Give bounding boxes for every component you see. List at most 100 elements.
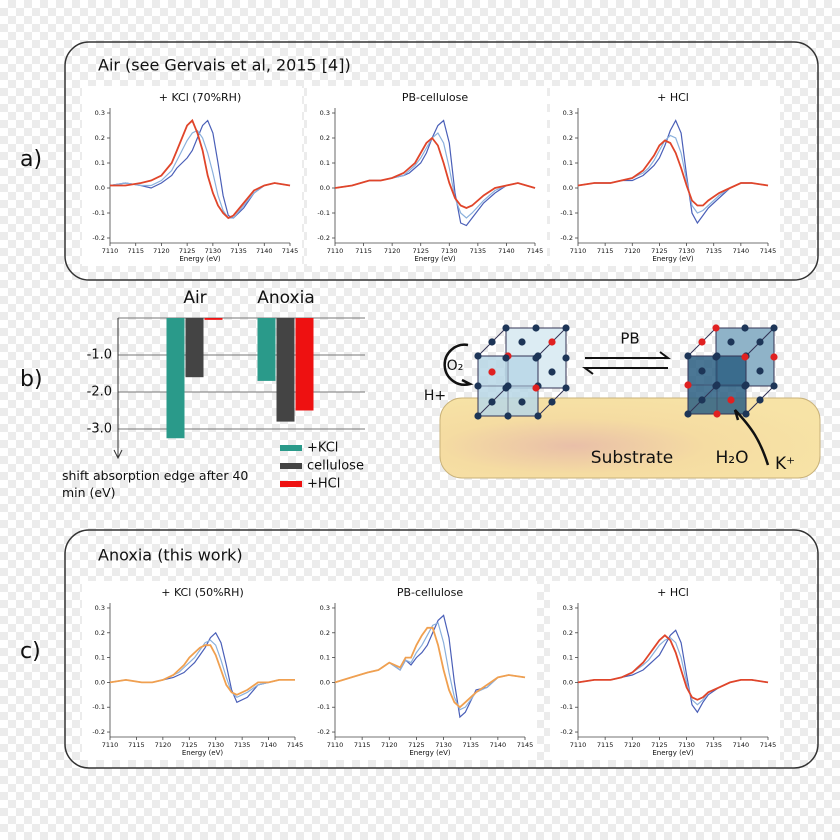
y-tick-label: -0.1 xyxy=(317,209,330,217)
spectrum-line xyxy=(109,644,295,696)
x-tick-label: 7140 xyxy=(256,247,273,255)
atom xyxy=(532,324,540,332)
y-tick-label: -0.1 xyxy=(92,703,105,711)
atom xyxy=(562,354,570,362)
y-tick-label: -0.2 xyxy=(92,234,105,242)
x-tick-label: 7125 xyxy=(412,247,429,255)
y-tick-label: 0.0 xyxy=(320,184,330,192)
atom xyxy=(532,354,540,362)
y-tick-label: -0.1 xyxy=(560,703,573,711)
y-axis-label: shift absorption edge after 40 min (eV) xyxy=(62,468,249,500)
x-tick-label: 7110 xyxy=(327,741,344,749)
legend-swatch xyxy=(280,445,302,451)
spectrum-line xyxy=(577,139,769,207)
spectrum-line xyxy=(109,119,291,219)
y-tick-label: 0.3 xyxy=(563,109,573,117)
atom xyxy=(548,368,556,376)
y-tick-label: 0.2 xyxy=(320,629,330,637)
x-tick-label: 7135 xyxy=(230,247,247,255)
y-tick-label: -0.1 xyxy=(92,209,105,217)
atom xyxy=(488,368,496,376)
h2o-label: H₂O xyxy=(716,448,749,468)
bar xyxy=(257,318,276,381)
y-tick-label: 0.3 xyxy=(95,604,105,612)
y-tick-label: 0.2 xyxy=(563,134,573,142)
atom xyxy=(770,324,778,332)
k-label: K⁺ xyxy=(775,454,795,474)
spectrum-line xyxy=(110,118,291,220)
plot-background xyxy=(550,581,780,760)
atom xyxy=(684,381,692,389)
y-tick-label: 0.1 xyxy=(563,654,573,662)
atom xyxy=(698,396,706,404)
bar xyxy=(276,318,295,422)
atom xyxy=(488,398,496,406)
atom xyxy=(684,352,692,360)
uptake-arrow xyxy=(733,409,770,466)
y-tick-label: 0.0 xyxy=(95,678,105,686)
x-tick-label: 7115 xyxy=(597,247,614,255)
atom xyxy=(534,412,542,420)
y-tick-label: -3.0 xyxy=(87,422,112,437)
x-tick-label: 7125 xyxy=(651,741,668,749)
x-tick-label: 7130 xyxy=(678,741,695,749)
plot-background xyxy=(307,86,547,266)
atom xyxy=(562,384,570,392)
section-box xyxy=(64,529,819,769)
legend-label: cellulose xyxy=(307,459,364,474)
x-tick-label: 7145 xyxy=(517,741,534,749)
atom xyxy=(532,384,540,392)
section-box xyxy=(64,41,819,281)
bar xyxy=(185,318,204,378)
atom xyxy=(518,398,526,406)
atom xyxy=(474,352,482,360)
x-tick-label: 7110 xyxy=(570,247,587,255)
x-tick-label: 7125 xyxy=(179,247,196,255)
x-axis-label: Energy (eV) xyxy=(652,255,694,263)
x-tick-label: 7120 xyxy=(381,741,398,749)
arrow xyxy=(582,367,668,375)
atom xyxy=(488,338,496,346)
spectrum-line xyxy=(334,136,536,209)
x-tick-label: 7125 xyxy=(651,247,668,255)
y-tick-label: 0.0 xyxy=(320,678,330,686)
x-tick-label: 7120 xyxy=(153,247,170,255)
atom xyxy=(712,324,720,332)
o2-label: O₂ xyxy=(447,358,464,374)
x-tick-label: 7135 xyxy=(470,247,487,255)
y-tick-label: 0.2 xyxy=(95,134,105,142)
arrow xyxy=(585,351,671,359)
atom xyxy=(548,338,556,346)
atom xyxy=(741,324,749,332)
y-tick-label: 0.1 xyxy=(95,159,105,167)
spectrum-line xyxy=(109,129,291,219)
x-tick-label: 7125 xyxy=(408,741,425,749)
y-tick-label: 0.2 xyxy=(320,134,330,142)
y-tick-label: -0.2 xyxy=(560,728,573,736)
x-tick-label: 7145 xyxy=(760,247,777,255)
x-tick-label: 7110 xyxy=(327,247,344,255)
y-tick-label: -0.2 xyxy=(92,728,105,736)
y-tick-label: 0.3 xyxy=(320,604,330,612)
x-tick-label: 7125 xyxy=(181,741,198,749)
substrate-label: Substrate xyxy=(591,448,673,468)
y-tick-label: -0.1 xyxy=(560,209,573,217)
spectrum-line xyxy=(577,634,769,701)
x-tick-label: 7135 xyxy=(234,741,251,749)
y-tick-label: -1.0 xyxy=(87,348,112,363)
x-tick-label: 7145 xyxy=(287,741,304,749)
y-tick-label: 0.1 xyxy=(563,159,573,167)
x-tick-label: 7140 xyxy=(260,741,277,749)
x-tick-label: 7140 xyxy=(498,247,515,255)
x-tick-label: 7145 xyxy=(282,247,299,255)
chart-title: PB-cellulose xyxy=(402,91,469,104)
atom xyxy=(502,324,510,332)
chart-title: PB-cellulose xyxy=(397,586,464,599)
legend-swatch xyxy=(280,481,302,487)
plot-background xyxy=(550,86,780,266)
chart-title: + KCl (50%RH) xyxy=(161,586,244,599)
x-tick-label: 7120 xyxy=(624,247,641,255)
x-tick-label: 7140 xyxy=(733,741,750,749)
atom xyxy=(727,396,735,404)
